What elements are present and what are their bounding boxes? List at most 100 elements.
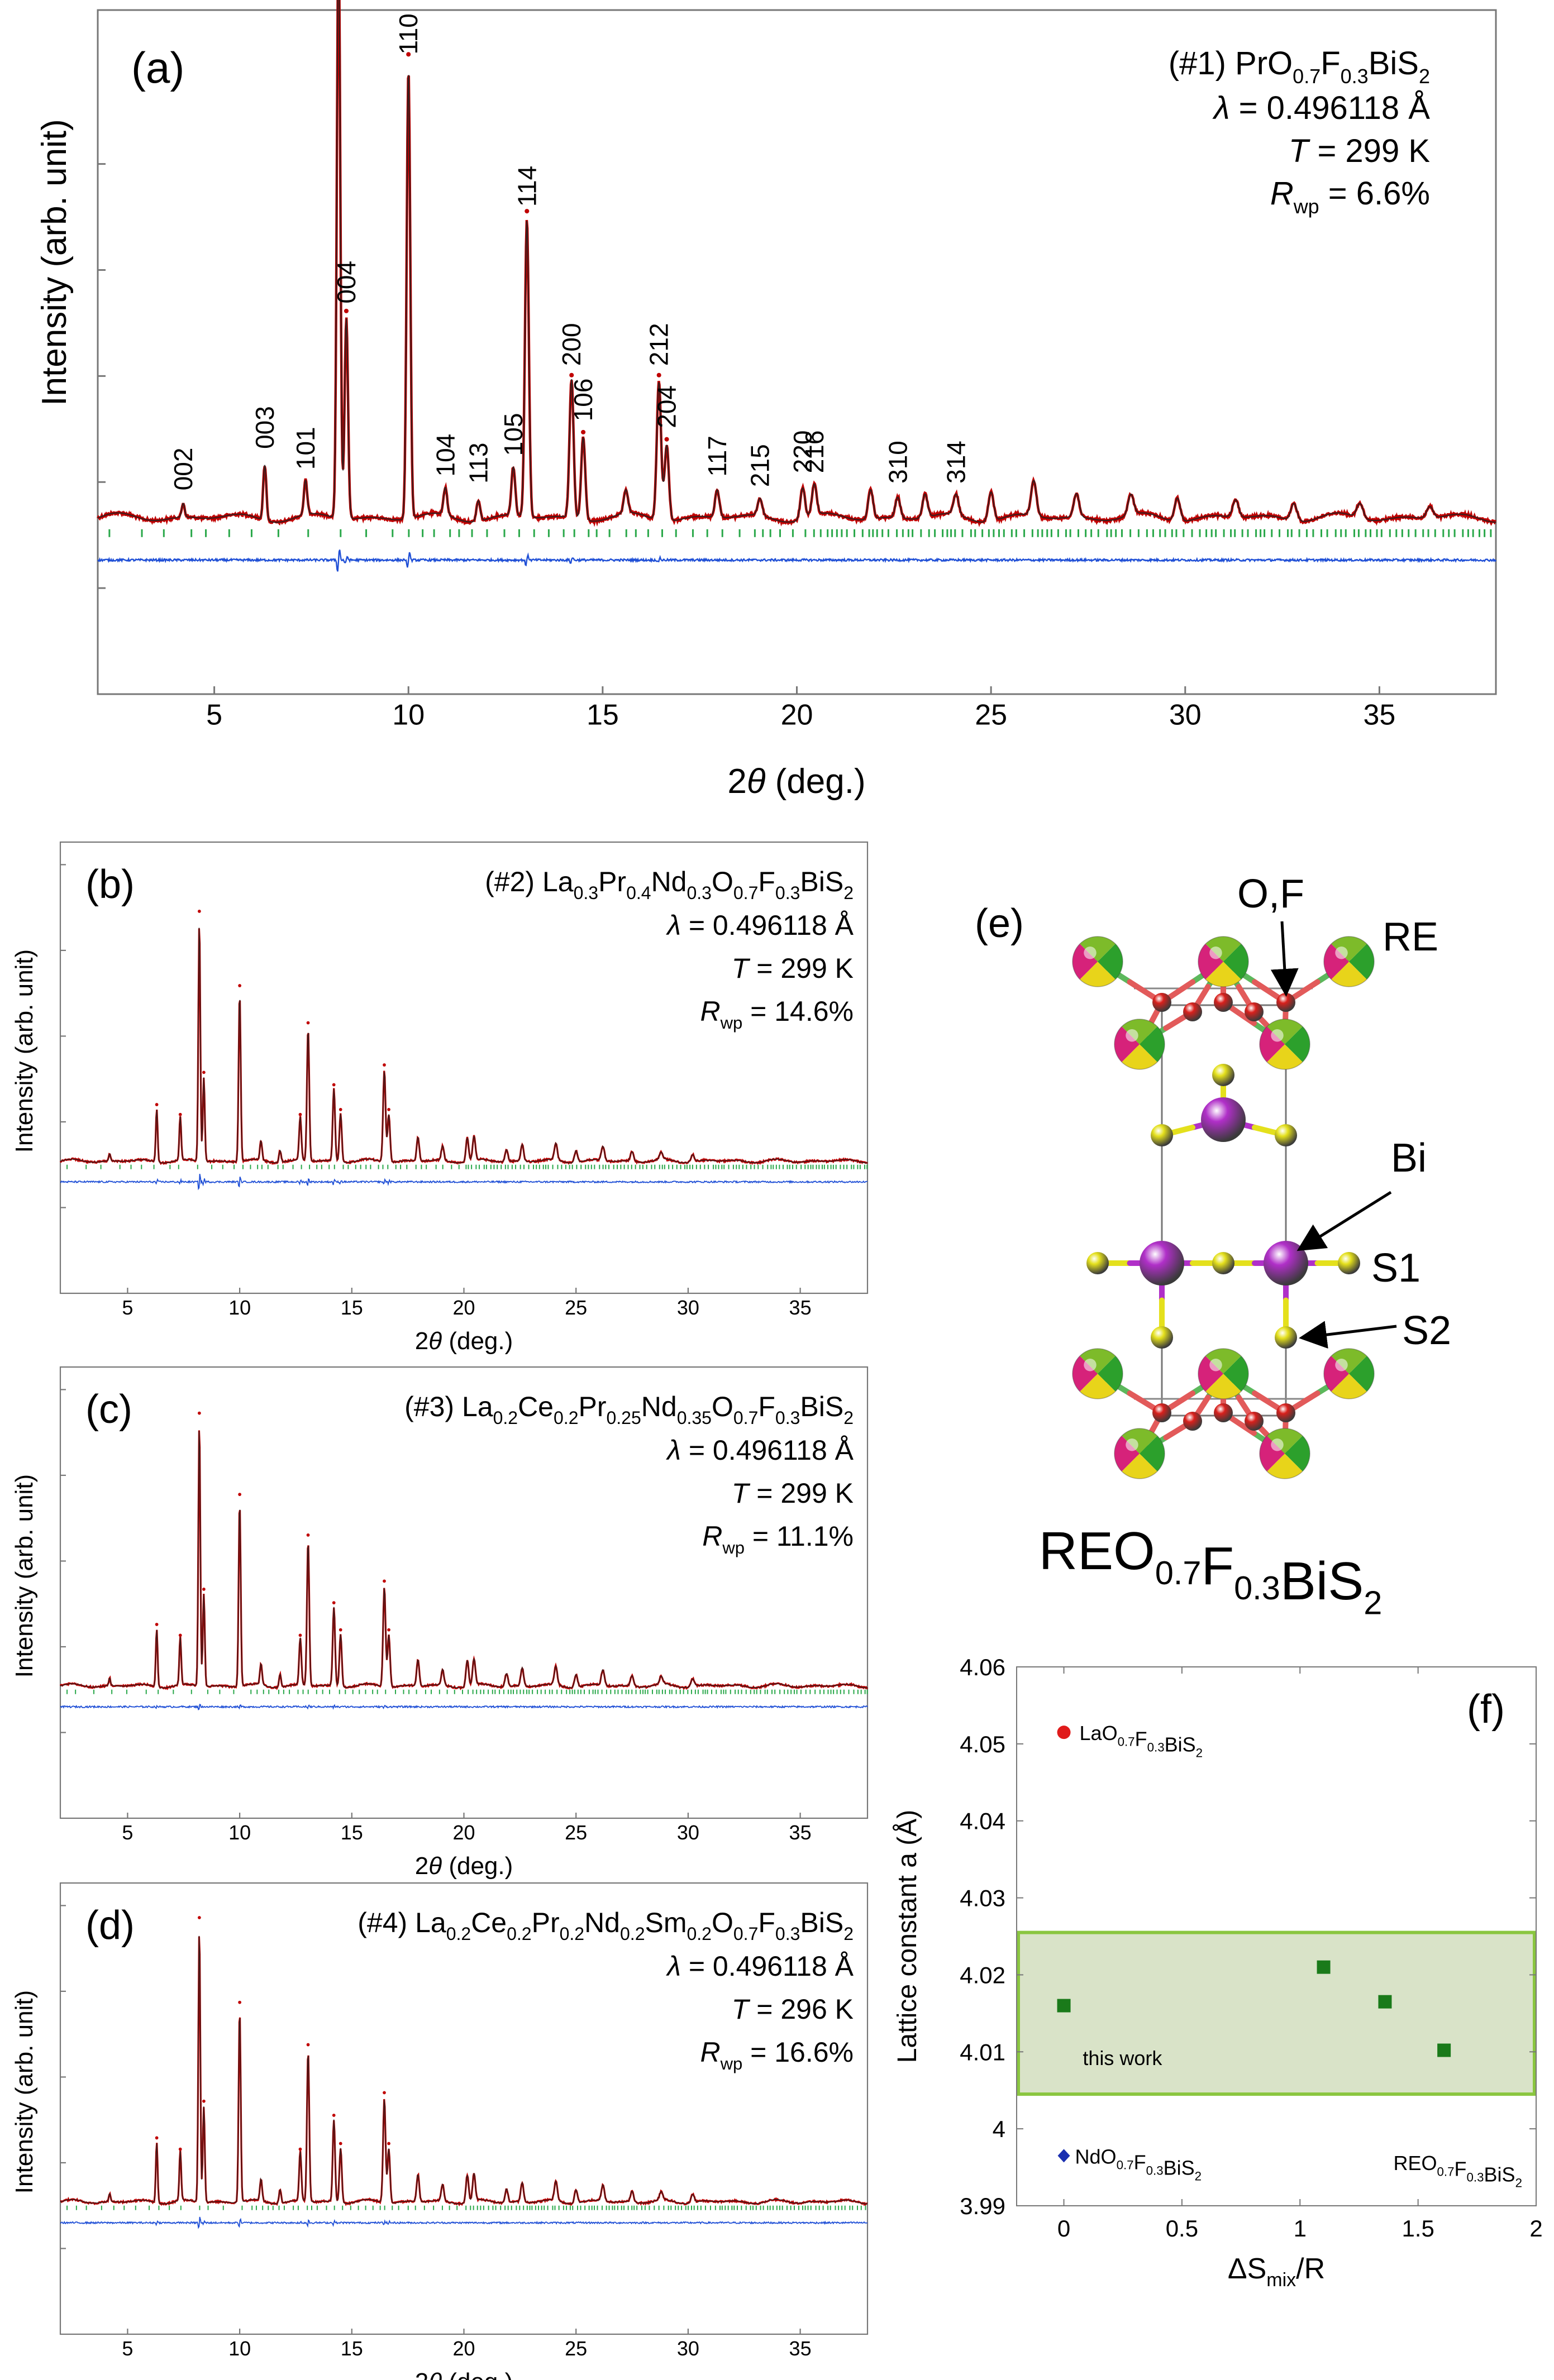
peak-label-212: 212 [645, 323, 674, 366]
x-tick-label-15: 15 [587, 699, 619, 732]
x-tick-label-25: 25 [565, 2337, 587, 2360]
panel-label-e: (e) [975, 901, 1024, 946]
peak-label-106: 106 [569, 379, 598, 422]
observed-point [197, 1411, 201, 1415]
x-tick-label-35: 35 [789, 2337, 812, 2360]
data-point-la [1057, 1726, 1071, 1739]
observed-point [387, 1628, 390, 1632]
observed-point [383, 1579, 386, 1583]
difference-curve [97, 549, 1497, 572]
difference-curve [60, 2216, 868, 2229]
sulfur-atom [1151, 1326, 1173, 1349]
oxygen-atom [1276, 1403, 1295, 1422]
x-tick-label-25: 25 [565, 1821, 587, 1844]
observed-point [202, 1588, 206, 1591]
peak-label-314: 314 [942, 441, 971, 484]
peak-label-200: 200 [557, 323, 586, 366]
calculated-pattern [60, 1431, 867, 1689]
peak-label-215: 215 [745, 444, 774, 487]
lambda-d: λ = 0.496118 Å [665, 1951, 854, 1982]
y-tick-label: 4.02 [960, 1962, 1005, 1988]
observed-point [238, 2000, 241, 2004]
crystal-structure: (e) O,F RE Bi S1 S2 REO0.7F0.3BiS2 [975, 872, 1451, 1622]
temperature-c: T = 299 K [732, 1478, 854, 1509]
x-tick-label: 0 [1057, 2215, 1070, 2242]
observed-point [383, 2091, 386, 2095]
oxygen-atom [1183, 1002, 1202, 1021]
observed-point [383, 1063, 386, 1067]
temperature-d: T = 296 K [732, 1994, 854, 2025]
lattice-panel: 0 0.5 1 1.5 2 3.99 4 4.01 4.02 4.03 4.04 4.05 4.06 La… [893, 1654, 1543, 2291]
xrd-panel-b: 5 10 15 20 25 30 35 (b) (#2) La0.3Pr0.4Nd0.3O0.7… [11, 841, 869, 1355]
x-tick-label-30: 30 [677, 1296, 699, 1319]
oxygen-atom [1245, 1002, 1264, 1021]
oxygen-atom [1152, 1403, 1171, 1422]
oxygen-atom [1214, 993, 1233, 1012]
data-point-this-work [1378, 1995, 1392, 2009]
this-work-band [1017, 1930, 1536, 2096]
panel-label-a: (a) [131, 43, 184, 92]
y-axis-label-f: Lattice constant a (Å) [893, 1810, 922, 2063]
legend-la: LaO0.7F0.3BiS2 [1080, 1722, 1203, 1760]
rare-earth-atom [1114, 1428, 1165, 1479]
observed-point [339, 1628, 342, 1632]
peak-label-113: 113 [464, 443, 493, 484]
xrd-panel-a: 5101520253035002003101102004110104113105… [35, 0, 1497, 801]
observed-point [306, 2043, 310, 2047]
structure-formula: REO0.7F0.3BiS2 [1039, 1521, 1383, 1622]
observed-point [332, 2114, 336, 2117]
arrow-OF [1270, 921, 1299, 997]
peak-label-110: 110 [394, 13, 423, 54]
observed-point [155, 2136, 159, 2140]
rare-earth-atom [1259, 1428, 1310, 1479]
observed-point [344, 308, 349, 313]
legend-nd: NdO0.7F0.3BiS2 [1075, 2145, 1202, 2183]
x-tick-label-5: 5 [122, 2337, 133, 2360]
x-tick-label-15: 15 [341, 1821, 363, 1844]
x-axis-label-f: ΔSmix/R [1228, 2253, 1325, 2291]
x-tick-label-30: 30 [1169, 699, 1202, 732]
formula-b: (#2) La0.3Pr0.4Nd0.3O0.7F0.3BiS2 [485, 866, 854, 903]
calculated-pattern [60, 1935, 867, 2205]
plot-frame-f [1016, 1666, 1537, 2206]
lambda-b: λ = 0.496118 Å [665, 910, 854, 941]
y-tick-label: 4.04 [960, 1808, 1005, 1834]
observed-point [298, 1112, 302, 1116]
sulfur-atom [1338, 1252, 1360, 1274]
formula-c: (#3) La0.2Ce0.2Pr0.25Nd0.35O0.7F0.3BiS2 [404, 1391, 854, 1428]
observed-point [202, 1070, 206, 1074]
panel-label-d: (d) [85, 1903, 135, 1948]
x-tick-label-25: 25 [565, 1296, 587, 1319]
observed-point [238, 984, 241, 987]
y-axis-label-a: Intensity (arb. unit) [35, 119, 74, 405]
observed-point [656, 372, 661, 377]
x-tick-label-10: 10 [228, 2337, 251, 2360]
observed-point [306, 1021, 310, 1025]
observed-point [332, 1601, 336, 1605]
bismuth-atom [1264, 1241, 1308, 1285]
rare-earth-atom [1198, 936, 1249, 987]
arrow-S2 [1299, 1321, 1397, 1349]
observed-point [178, 1633, 182, 1637]
x-tick-label-25: 25 [975, 699, 1007, 732]
xrd-panel-c: 5 10 15 20 25 30 35 (c) (#3) La0.2Ce0.2Pr0.25Nd0… [11, 1366, 869, 1880]
x-tick-label-15: 15 [341, 1296, 363, 1319]
rare-earth-atom [1323, 936, 1375, 987]
y-axis-label-c: Intensity (arb. unit) [11, 1474, 38, 1678]
calculated-pattern [97, 0, 1496, 523]
observed-point [155, 1103, 159, 1106]
arrow-Bi [1296, 1191, 1392, 1251]
rwp-b: Rwp = 14.6% [700, 996, 854, 1033]
peak-label-105: 105 [499, 413, 528, 456]
data-point-nd [1057, 2149, 1070, 2163]
observed-point [202, 2099, 206, 2103]
data-point-this-work [1317, 1960, 1331, 1974]
x-tick-label-35: 35 [1363, 699, 1395, 732]
y-tick-label: 4.05 [960, 1731, 1005, 1757]
panel-label-c: (c) [85, 1387, 132, 1432]
x-tick-label-20: 20 [452, 1296, 475, 1319]
observed-point [197, 1916, 201, 1919]
y-tick-label: 4.01 [960, 2039, 1005, 2065]
peak-label-104: 104 [431, 434, 460, 477]
peak-label-003: 003 [250, 406, 279, 449]
